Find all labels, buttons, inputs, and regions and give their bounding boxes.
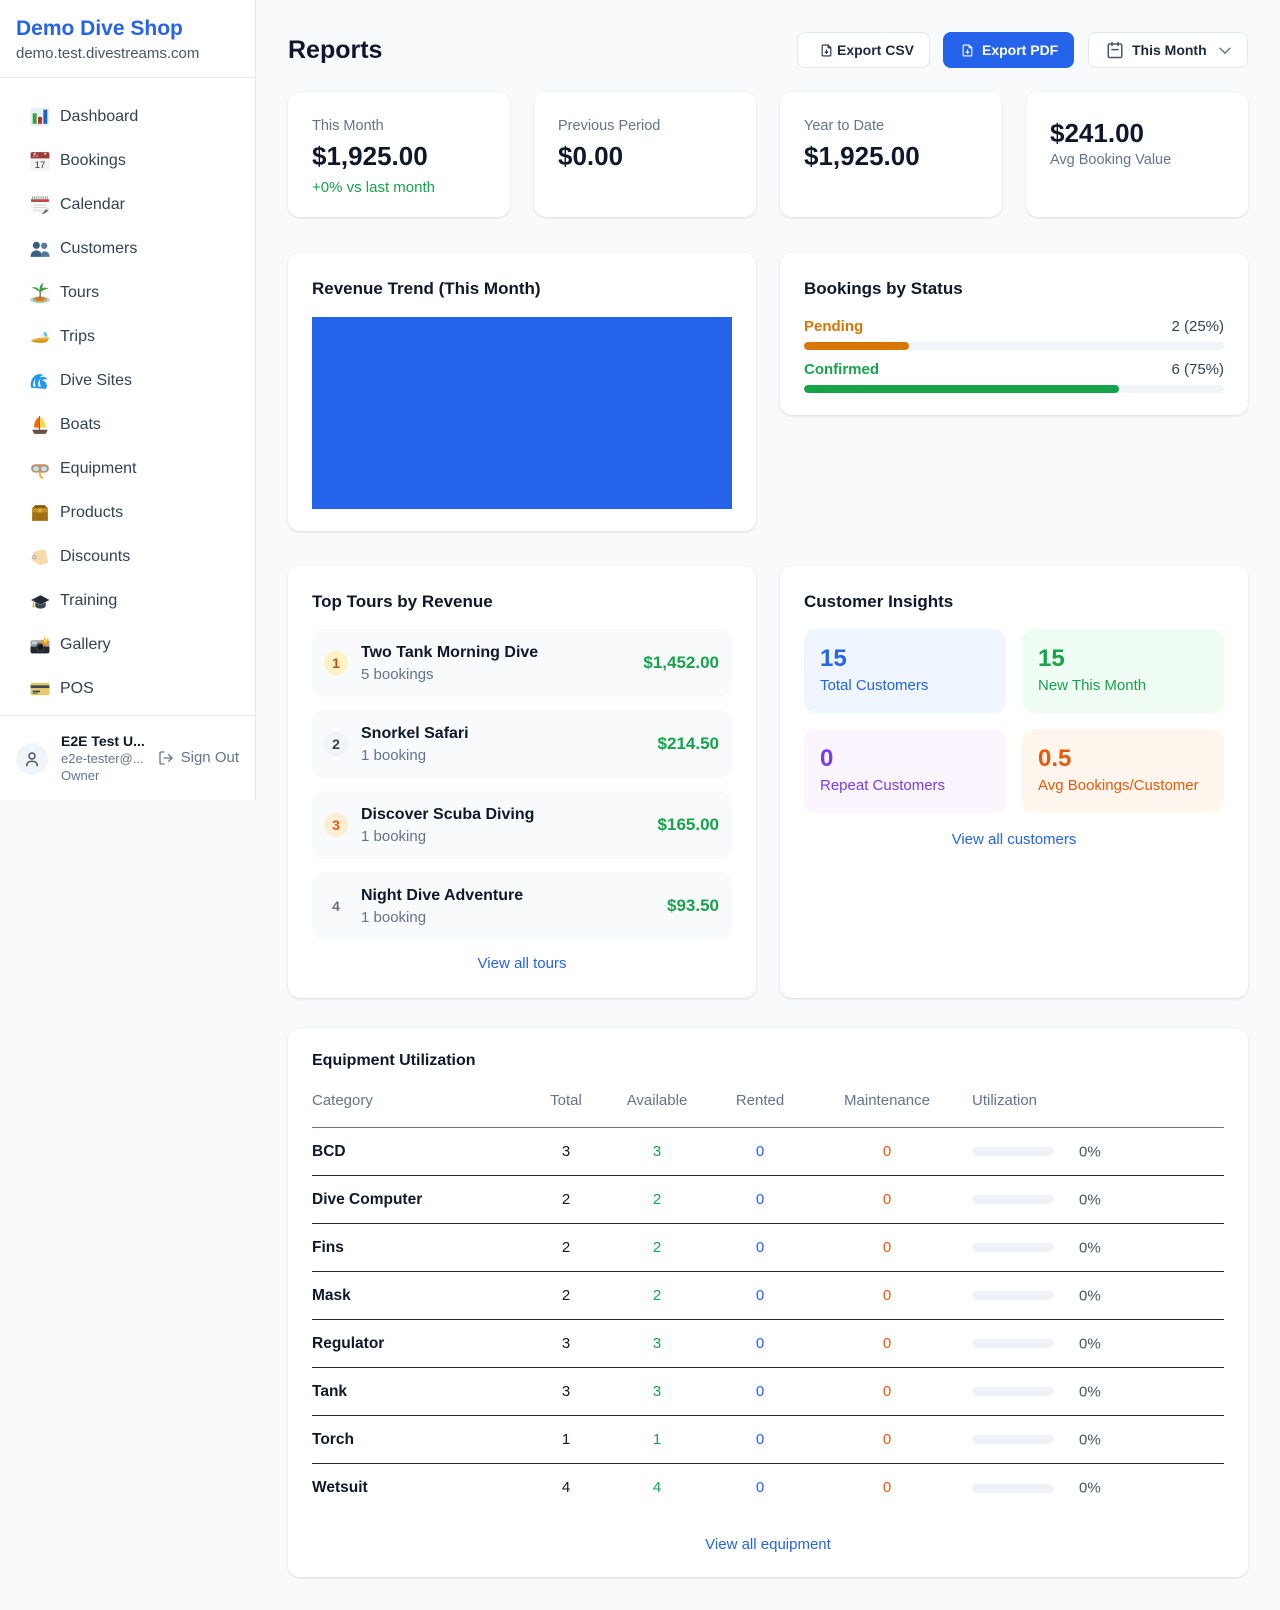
svg-text:17: 17 bbox=[35, 159, 45, 170]
svg-text:JUL: JUL bbox=[32, 154, 38, 158]
